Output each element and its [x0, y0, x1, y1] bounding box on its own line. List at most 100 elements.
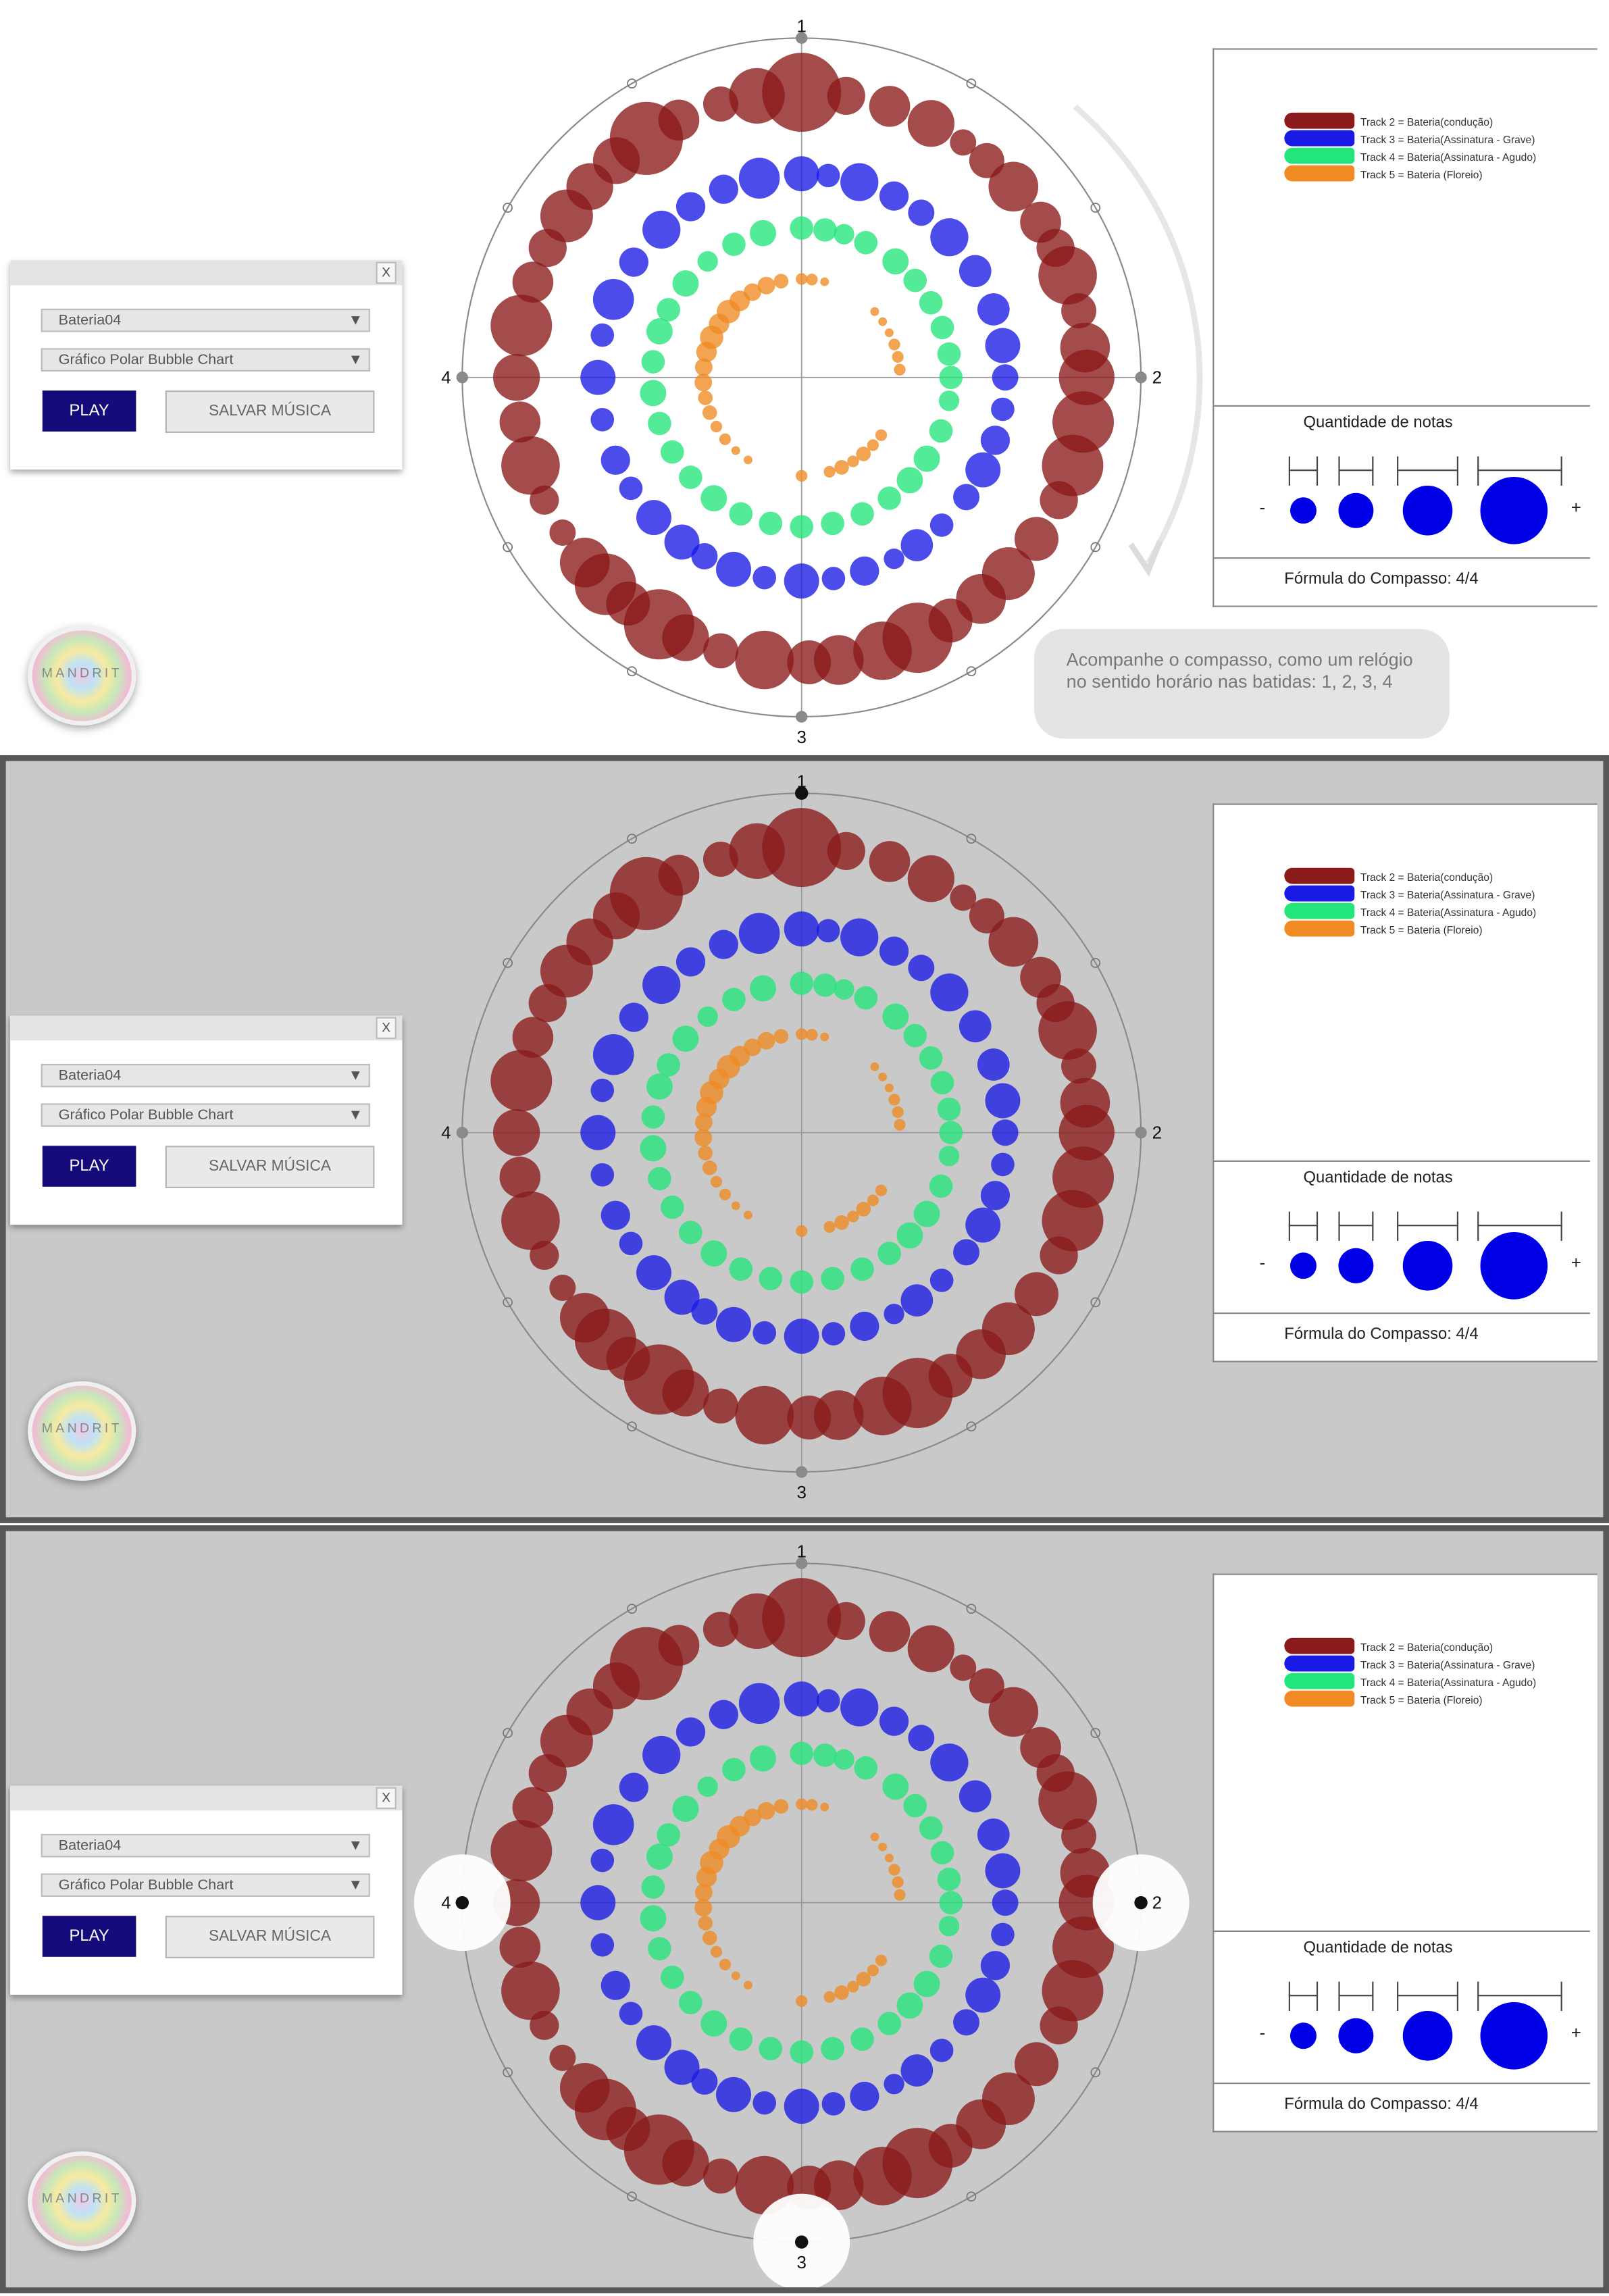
bubble: [820, 1802, 829, 1812]
bubble: [847, 1981, 859, 1993]
bubble: [619, 247, 648, 277]
save-music-button[interactable]: SALVAR MÚSICA: [165, 390, 375, 433]
bubble: [702, 1160, 717, 1175]
bubble: [672, 270, 699, 297]
bubble: [559, 538, 610, 588]
bubble: [642, 965, 681, 1004]
play-button[interactable]: PLAY: [42, 1146, 136, 1187]
time-signature-label: Fórmula do Compasso: 4/4: [1284, 570, 1479, 588]
bubble: [709, 929, 738, 959]
mandrit-logo: MANDRIT: [28, 1381, 136, 1481]
bubble: [1061, 293, 1097, 329]
legend-label: Track 2 = Bateria(condução): [1360, 116, 1493, 129]
bubble: [784, 911, 819, 947]
bubble: [716, 1306, 751, 1342]
bubble: [821, 567, 846, 590]
bubble: [879, 936, 909, 966]
tip-text: Acompanhe o compasso, como um relógio no…: [1066, 649, 1413, 692]
bubble: [900, 2054, 934, 2087]
track-select[interactable]: Bateria04 ▼: [41, 1063, 370, 1088]
bubble: [884, 328, 894, 338]
bubble: [657, 1053, 680, 1077]
bubble: [892, 1106, 904, 1119]
track-select[interactable]: Bateria04 ▼: [41, 1833, 370, 1858]
save-music-button[interactable]: SALVAR MÚSICA: [165, 1146, 375, 1188]
bubble: [937, 342, 961, 366]
bubble: [821, 1322, 846, 1346]
bubble: [700, 485, 727, 512]
bubble: [757, 1802, 775, 1820]
minor-tick: [1090, 1728, 1101, 1738]
bubble: [877, 486, 901, 510]
size-dot: [1402, 1240, 1453, 1291]
minor-tick: [627, 1604, 637, 1614]
bubble: [784, 2089, 819, 2124]
bubble: [709, 174, 738, 204]
bubble: [787, 640, 832, 685]
minor-tick: [1090, 2067, 1101, 2078]
duration-bracket: [1288, 1211, 1319, 1241]
bubble: [750, 220, 777, 247]
size-dot: [1289, 1252, 1317, 1279]
chart-type-select[interactable]: Gráfico Polar Bubble Chart ▼: [41, 348, 370, 372]
bubble: [501, 1191, 560, 1250]
bubble: [549, 2044, 576, 2071]
bubble: [806, 1799, 818, 1811]
close-button[interactable]: X: [376, 1017, 397, 1040]
chart-type-select[interactable]: Gráfico Polar Bubble Chart ▼: [41, 1103, 370, 1127]
legend-label: Track 4 = Bateria(Assinatura - Agudo): [1360, 906, 1537, 919]
bubble: [672, 1025, 699, 1052]
bubble: [731, 1201, 740, 1210]
bubble: [590, 1163, 615, 1187]
beat-marker: [796, 711, 808, 723]
note-size-key: Quantidade de notas - + Fórmula do Compasso…: [1212, 1930, 1598, 2133]
play-button[interactable]: PLAY: [42, 1916, 136, 1957]
bubble: [694, 1883, 713, 1902]
bubble: [735, 1385, 794, 1445]
bubble: [697, 1006, 718, 1027]
bubble: [884, 2074, 904, 2095]
bubble: [738, 1683, 780, 1725]
size-dot: [1402, 2010, 1453, 2061]
bubble: [619, 1002, 648, 1032]
chart-axes: [461, 37, 1142, 718]
bubble: [1042, 434, 1104, 496]
minor-tick: [1090, 542, 1101, 553]
bubble: [870, 307, 879, 316]
play-button[interactable]: PLAY: [42, 390, 136, 432]
bubble: [840, 163, 879, 201]
bubble: [919, 290, 943, 315]
polar-bubble-chart: 1 2 3 4: [413, 1541, 1190, 2291]
bubble: [878, 1842, 888, 1852]
bubble: [731, 446, 740, 455]
bubble: [660, 1965, 684, 1989]
duration-bracket: [1477, 456, 1562, 486]
bubble: [988, 1687, 1039, 1737]
chart-type-select[interactable]: Gráfico Polar Bubble Chart ▼: [41, 1873, 370, 1897]
bubble: [703, 2158, 738, 2194]
close-button[interactable]: X: [376, 1787, 397, 1810]
series-5: [694, 273, 906, 482]
bubble: [929, 419, 953, 443]
series-5: [694, 1798, 906, 2008]
bubble: [888, 1094, 900, 1106]
bubble: [1014, 1272, 1058, 1317]
track-select[interactable]: Bateria04 ▼: [41, 308, 370, 332]
bubble: [694, 358, 713, 376]
bubble: [834, 1749, 854, 1770]
series-2: [490, 1578, 1115, 2215]
bubble: [679, 1221, 703, 1244]
close-button[interactable]: X: [376, 261, 397, 284]
bubble: [738, 913, 780, 954]
duration-bracket: [1477, 1981, 1562, 2011]
bubble: [743, 283, 761, 301]
bubble: [752, 565, 777, 590]
bubble: [884, 1304, 904, 1325]
bubble: [694, 1113, 713, 1131]
bubble: [888, 338, 900, 351]
bubble: [1061, 1048, 1097, 1084]
bubble: [590, 407, 615, 432]
bubble: [930, 973, 969, 1012]
bubble: [694, 374, 713, 392]
save-music-button[interactable]: SALVAR MÚSICA: [165, 1916, 375, 1958]
